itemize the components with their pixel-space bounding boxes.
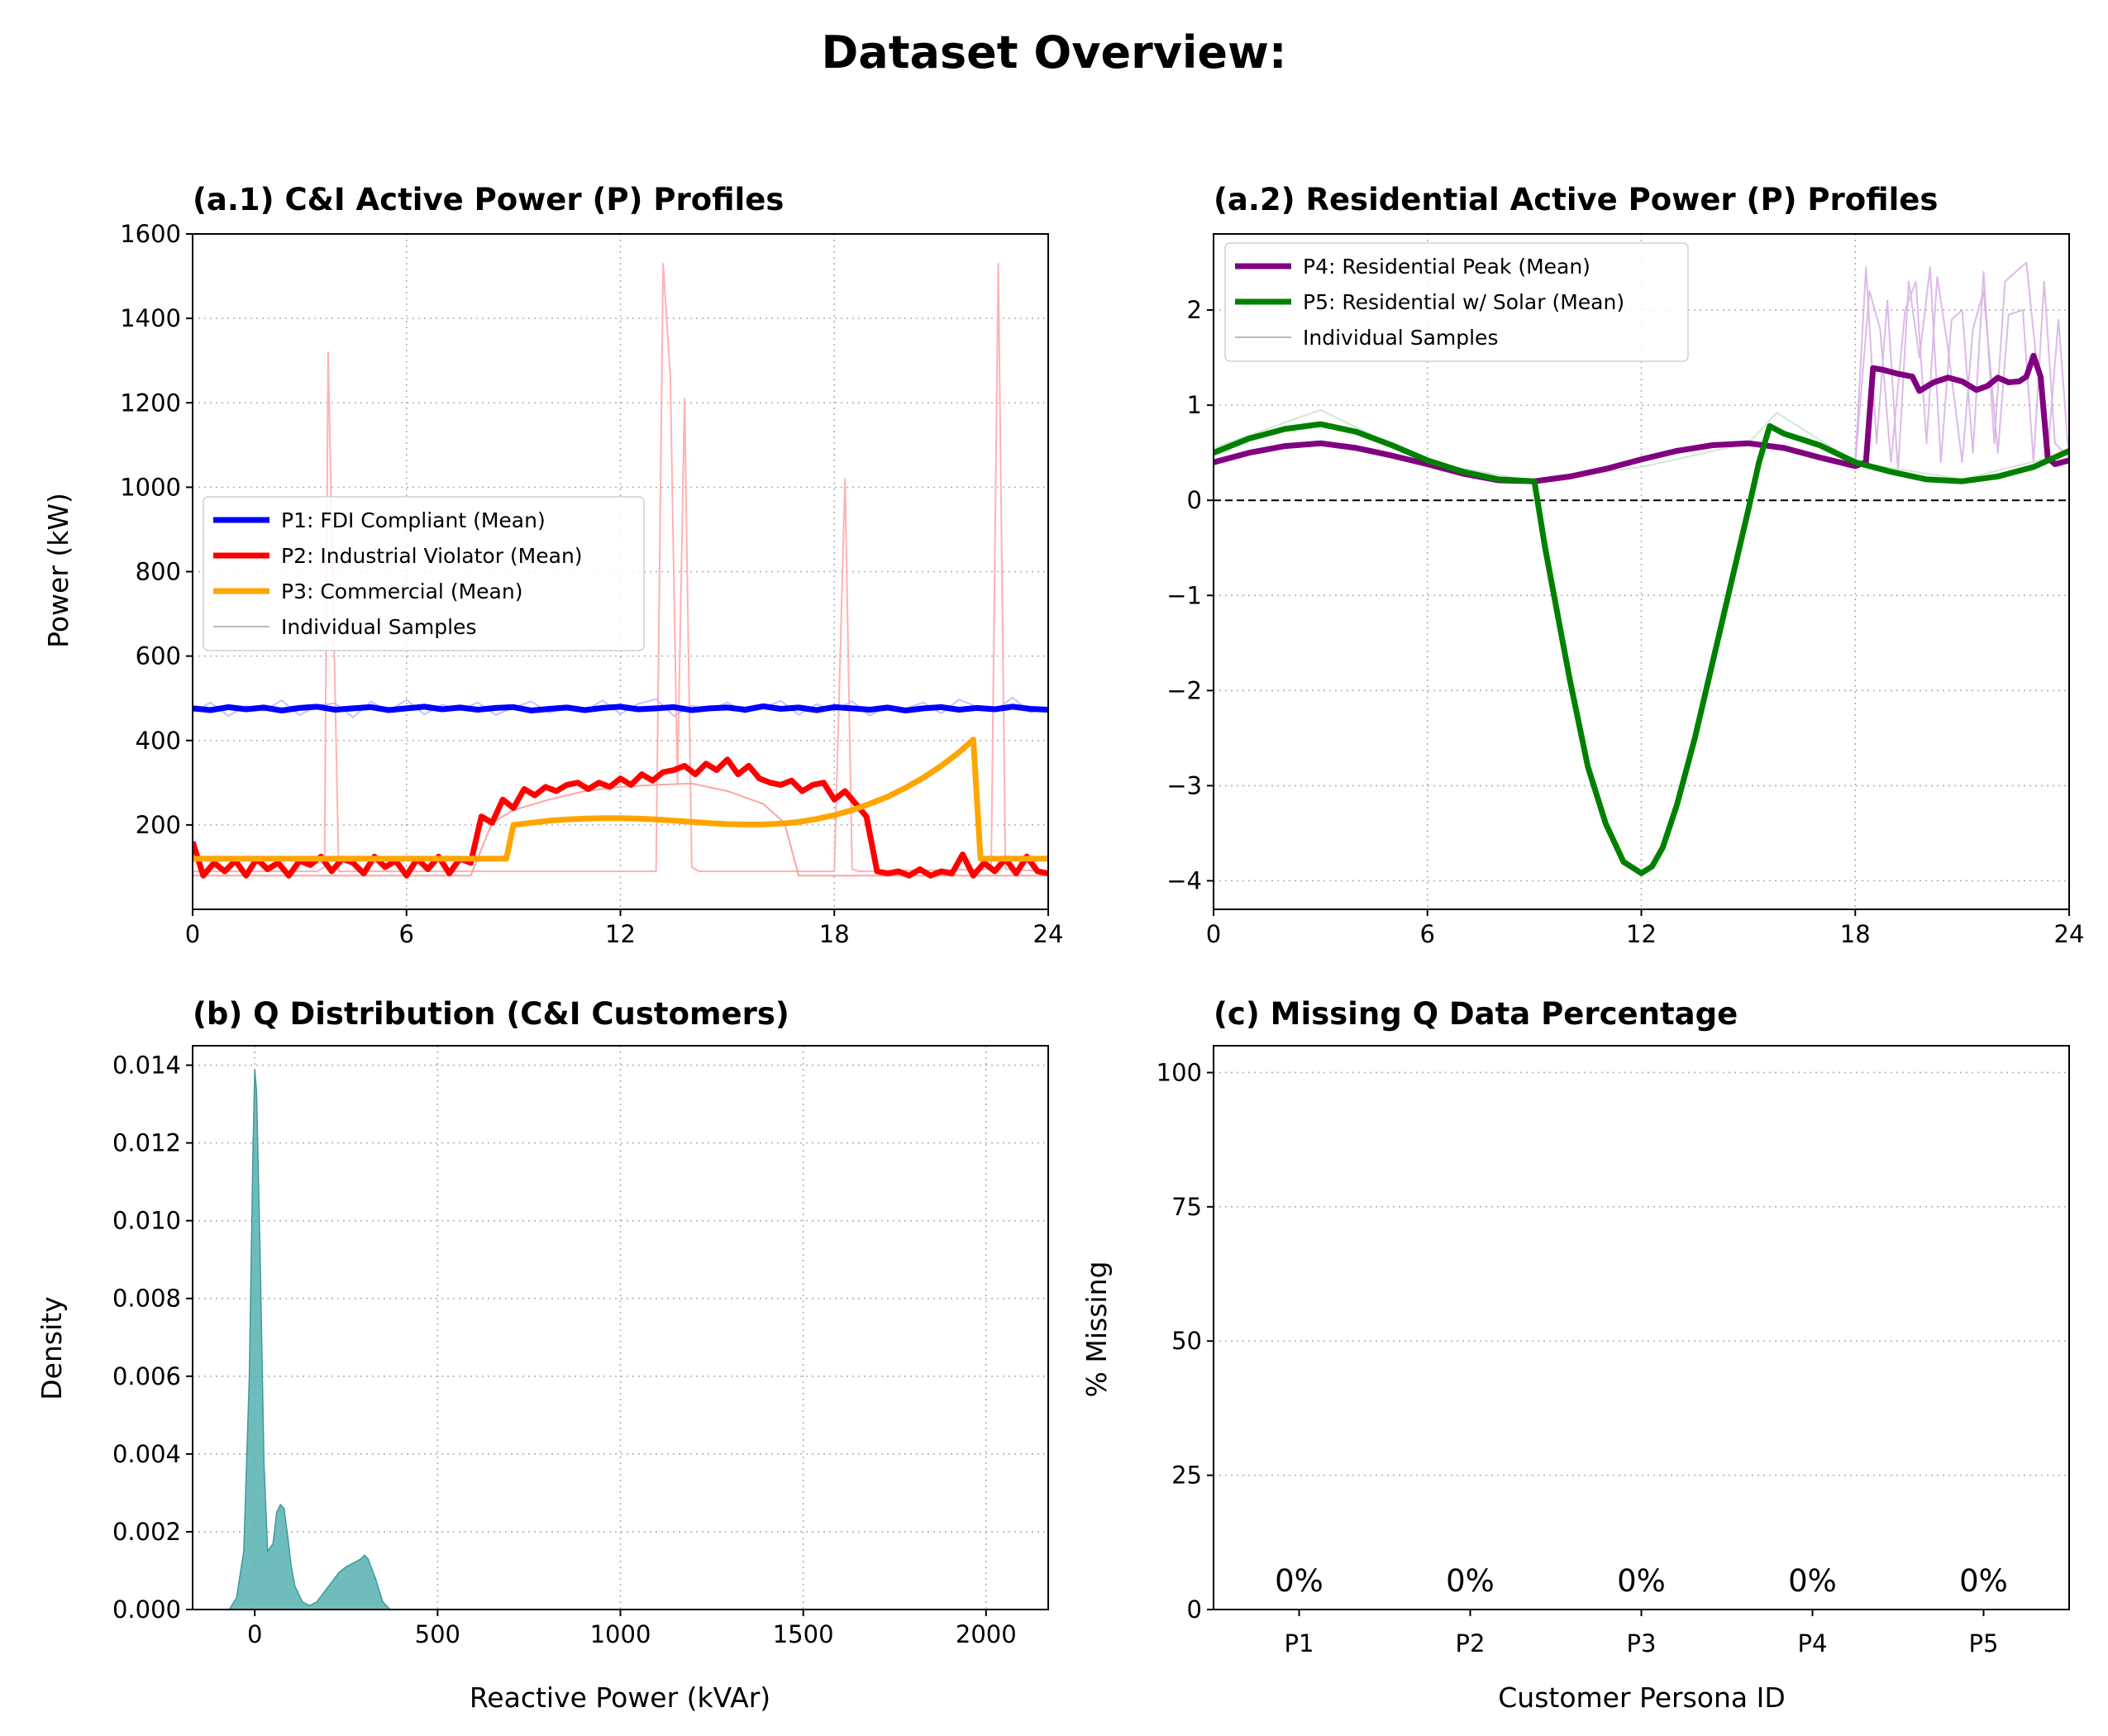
c-ytick-label: 0 <box>1187 1595 1202 1624</box>
plot-c: 0 25 50 75 100 P1 0% P2 0% P3 0% P4 0% P5 0% <box>1157 1045 2070 1657</box>
a2-ytick-label: −4 <box>1166 866 1202 894</box>
c-xtick-label: P2 <box>1456 1629 1486 1657</box>
a2-axes-frame <box>1213 233 2070 910</box>
a1-xtick-label: 12 <box>605 920 636 948</box>
a1-sample-line <box>193 782 1048 877</box>
panel-b-xlabel: Reactive Power (kVAr) <box>470 1681 770 1714</box>
a2-ytick-label: 1 <box>1187 391 1202 419</box>
b-ytick-label: 0.004 <box>112 1440 181 1468</box>
c-bar-label: 0% <box>1446 1563 1495 1599</box>
b-xtick-label: 500 <box>415 1620 460 1648</box>
a2-legend-box <box>1224 242 1689 362</box>
b-ytick-label: 0.008 <box>112 1285 181 1313</box>
a1-ytick-label: 800 <box>136 558 181 586</box>
a2-ytick-label: 2 <box>1187 296 1202 324</box>
a2-series-line <box>1214 421 2069 876</box>
a1-legend-label: P2: Industrial Violator (Mean) <box>281 544 583 568</box>
b-ytick-label: 0.014 <box>112 1052 181 1080</box>
a1-legend-label: Individual Samples <box>281 615 476 639</box>
panel-c-xlabel: Customer Persona ID <box>1498 1681 1786 1714</box>
a1-xtick-label: 6 <box>399 920 414 948</box>
plot-a1: 0 6 12 18 24 200 400 600 800 1000 1200 1400 1600 P1: … <box>120 220 1063 948</box>
a2-legend-label: P5: Residential w/ Solar (Mean) <box>1303 290 1624 314</box>
b-xtick-label: 1500 <box>773 1620 834 1648</box>
a1-ytick-label: 600 <box>136 642 181 670</box>
a1-series-line <box>193 756 1048 879</box>
a1-ytick-label: 1200 <box>120 389 181 417</box>
c-xtick-label: P4 <box>1798 1629 1828 1657</box>
a2-legend-label: P4: Residential Peak (Mean) <box>1303 255 1591 279</box>
a2-ytick-label: 0 <box>1187 486 1202 514</box>
a2-sample-line <box>1854 261 2069 473</box>
figure-title: Dataset Overview: <box>821 26 1286 79</box>
a1-ytick-label: 200 <box>136 811 181 839</box>
a1-ytick-label: 1400 <box>120 304 181 332</box>
a2-xtick-label: 6 <box>1420 920 1435 948</box>
a1-ytick-label: 1600 <box>120 220 181 248</box>
b-axes-frame <box>192 1045 1049 1610</box>
a2-xtick-label: 12 <box>1626 920 1657 948</box>
a2-legend-label: Individual Samples <box>1303 326 1498 350</box>
panel-b-ylabel: Density <box>36 1296 68 1400</box>
panel-c-title: (c) Missing Q Data Percentage <box>1214 996 1738 1032</box>
a2-xtick-label: 0 <box>1206 920 1221 948</box>
a2-ytick-label: −3 <box>1166 771 1202 799</box>
plot-b: 0 500 1000 1500 2000 0.000 0.002 0.004 0.006 0.00… <box>112 1045 1049 1648</box>
a1-xtick-label: 0 <box>185 920 200 948</box>
a2-ytick-label: −2 <box>1166 676 1202 704</box>
a2-ytick-label: −1 <box>1166 581 1202 609</box>
c-bar-label: 0% <box>1788 1563 1837 1599</box>
a2-xtick-label: 24 <box>2054 920 2085 948</box>
b-ytick-label: 0.006 <box>112 1362 181 1390</box>
c-ytick-label: 75 <box>1171 1193 1202 1221</box>
c-xtick-label: P1 <box>1285 1629 1314 1657</box>
a1-series-line <box>193 737 1048 862</box>
panel-c: (c) Missing Q Data Percentage 0 25 50 75 100… <box>1080 996 2070 1714</box>
c-xtick-label: P3 <box>1627 1629 1657 1657</box>
a2-xtick-label: 18 <box>1840 920 1871 948</box>
a1-ytick-label: 1000 <box>120 473 181 501</box>
a1-xtick-label: 24 <box>1033 920 1064 948</box>
panel-a1-title: (a.1) C&I Active Power (P) Profiles <box>193 182 784 217</box>
c-ytick-label: 25 <box>1171 1462 1202 1490</box>
b-ytick-label: 0.000 <box>112 1595 181 1624</box>
b-ytick-label: 0.002 <box>112 1518 181 1546</box>
a1-legend-label: P1: FDI Compliant (Mean) <box>281 508 546 532</box>
b-ytick-label: 0.010 <box>112 1207 181 1235</box>
b-xtick-label: 0 <box>247 1620 262 1648</box>
c-bar-label: 0% <box>1275 1563 1323 1599</box>
b-ytick-label: 0.012 <box>112 1129 181 1157</box>
a1-ytick-label: 400 <box>136 727 181 755</box>
c-ytick-label: 100 <box>1157 1058 1202 1086</box>
c-bar-label: 0% <box>1959 1563 2008 1599</box>
b-density-area <box>227 1069 392 1610</box>
panel-a2-title: (a.2) Residential Active Power (P) Profi… <box>1214 182 1938 217</box>
c-axes-frame <box>1213 1045 2070 1610</box>
c-xtick-label: P5 <box>1969 1629 1999 1657</box>
b-xtick-label: 2000 <box>956 1620 1017 1648</box>
panel-c-ylabel: % Missing <box>1080 1261 1113 1398</box>
panel-a1-ylabel: Power (kW) <box>42 493 74 648</box>
a1-legend-box <box>203 496 645 651</box>
c-bar-label: 0% <box>1617 1563 1666 1599</box>
a1-series-line <box>193 703 1048 713</box>
panel-b: (b) Q Distribution (C&I Customers) 0 500 1… <box>36 996 1049 1714</box>
panel-a2: (a.2) Residential Active Power (P) Profi… <box>1166 182 2084 948</box>
panel-a1: (a.1) C&I Active Power (P) Profiles 0 6 12… <box>42 182 1063 948</box>
a1-axes-frame <box>192 233 1049 910</box>
c-ytick-label: 50 <box>1171 1327 1202 1355</box>
panel-b-title: (b) Q Distribution (C&I Customers) <box>193 996 789 1032</box>
b-xtick-label: 1000 <box>590 1620 651 1648</box>
a2-lines <box>1214 261 2069 876</box>
a1-legend-label: P3: Commercial (Mean) <box>281 579 522 603</box>
a1-xtick-label: 18 <box>819 920 850 948</box>
